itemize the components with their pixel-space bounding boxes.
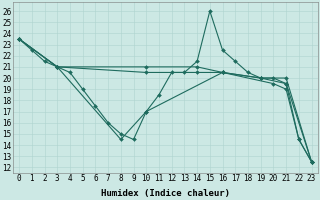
X-axis label: Humidex (Indice chaleur): Humidex (Indice chaleur) xyxy=(101,189,230,198)
